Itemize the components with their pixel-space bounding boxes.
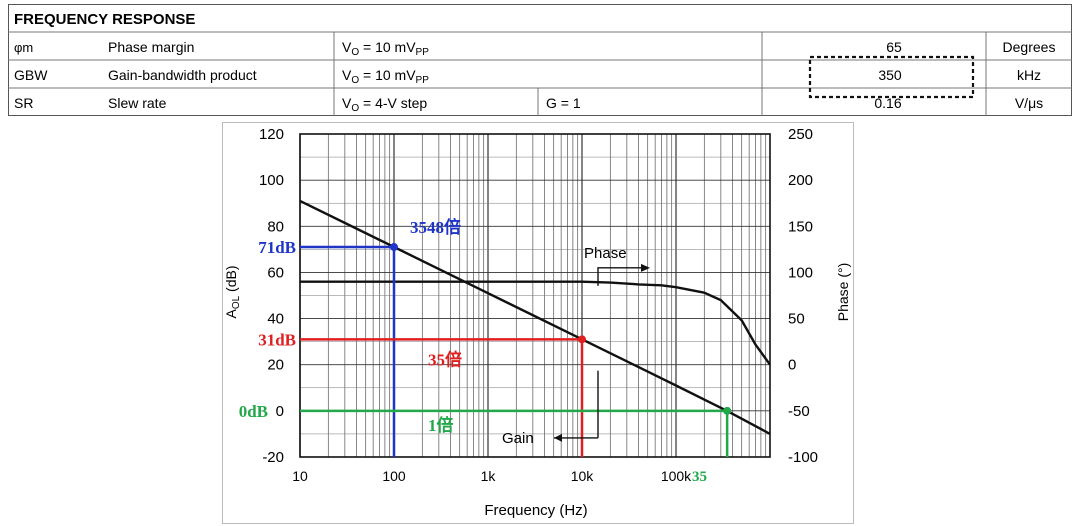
gbw-highlight-box (808, 55, 975, 99)
y-right-tick-label: 50 (788, 311, 805, 328)
row-condition: VO = 4-V step (342, 95, 427, 114)
row-unit: Degrees (1003, 39, 1056, 55)
y-axis-label-left: AOL (dB) (223, 265, 242, 318)
row-value: 65 (886, 39, 902, 55)
phase-curve-label: Phase (584, 245, 627, 262)
marker-point (578, 335, 586, 344)
table-row: φm Phase margin VO = 10 mVPP 65 Degrees (14, 39, 1055, 58)
y-right-tick-label: 250 (788, 126, 813, 143)
row-symbol: GBW (14, 67, 48, 83)
marker-db-label: 0dB (239, 402, 268, 421)
x-tick-label: 1k (481, 468, 497, 484)
x-tick-label: 10 (292, 468, 308, 484)
y-axis-label-right: Phase (°) (835, 263, 851, 322)
y-left-tick-label: -20 (262, 449, 284, 466)
y-right-tick-label: 100 (788, 264, 813, 281)
x-tick-label: 10k (571, 468, 595, 484)
marker-ratio-label: 1倍 (428, 415, 454, 435)
open-loop-gain-phase-chart: 10 100 1k 10k 100k -20 0 20 40 60 80 100 120 -100 -50 0… (222, 122, 854, 524)
row-symbol: SR (14, 95, 33, 111)
table-row: SR Slew rate VO = 4-V step G = 1 0.16 V/… (14, 95, 1043, 114)
chart-annotations: 71dB 3548倍 31dB 35倍 0dB 1倍 Gain Phase 35 (239, 217, 732, 485)
spec-table: FREQUENCY RESPONSE φm Phase margin VO = … (8, 4, 1072, 116)
row-symbol: φm (14, 40, 33, 55)
row-unit: V/μs (1015, 95, 1043, 111)
gain-curve-label: Gain (502, 430, 534, 447)
row-condition: VO = 10 mVPP (342, 67, 429, 86)
y-left-tick-label: 120 (259, 126, 284, 143)
y-right-tick-label: 200 (788, 172, 813, 189)
marker-ratio-label: 35倍 (428, 349, 462, 369)
y-right-tick-label: 150 (788, 218, 813, 235)
y-left-tick-label: 100 (259, 172, 284, 189)
y-left-tick-label: 20 (267, 357, 284, 374)
series-phase-line (300, 280, 771, 366)
marker-point (723, 406, 732, 415)
marker-point (390, 243, 398, 252)
y-right-tick-label: -100 (788, 449, 818, 466)
phase-pointer-arrowhead (641, 263, 650, 272)
row-condition-2: G = 1 (546, 95, 581, 111)
x-axis-label: Frequency (Hz) (484, 502, 587, 519)
y-left-tick-label: 60 (267, 264, 284, 281)
y-left-tick-label: 80 (267, 218, 284, 235)
axis-ticks: 10 100 1k 10k 100k -20 0 20 40 60 80 100 120 -100 -50 0… (259, 126, 818, 484)
row-unit: kHz (1017, 67, 1041, 83)
x-tick-label: 100k (661, 468, 692, 484)
y-left-tick-label: 0 (276, 403, 284, 420)
row-condition: VO = 10 mVPP (342, 39, 429, 58)
marker-db-label: 31dB (258, 330, 296, 349)
row-value: 350 (878, 67, 902, 83)
table-row: GBW Gain-bandwidth product VO = 10 mVPP … (14, 67, 1041, 86)
row-value: 0.16 (874, 95, 901, 111)
table-header: FREQUENCY RESPONSE (14, 11, 195, 28)
chart-panel-border (222, 122, 854, 524)
gain-pointer-arrowhead (554, 433, 562, 442)
marker-db-label: 71dB (258, 238, 296, 257)
gbw-x-marker-label: 35 (692, 469, 707, 485)
y-left-tick-label: 40 (267, 311, 284, 328)
y-right-tick-label: 0 (788, 357, 796, 374)
marker-ratio-label: 3548倍 (410, 217, 461, 237)
y-right-tick-label: -50 (788, 403, 810, 420)
chart-grid (299, 133, 771, 458)
row-parameter: Phase margin (108, 39, 194, 55)
row-parameter: Slew rate (108, 95, 167, 111)
plot-area-frame (299, 133, 771, 458)
row-parameter: Gain-bandwidth product (108, 67, 257, 83)
phase-pointer (597, 267, 642, 286)
x-tick-label: 100 (382, 468, 406, 484)
